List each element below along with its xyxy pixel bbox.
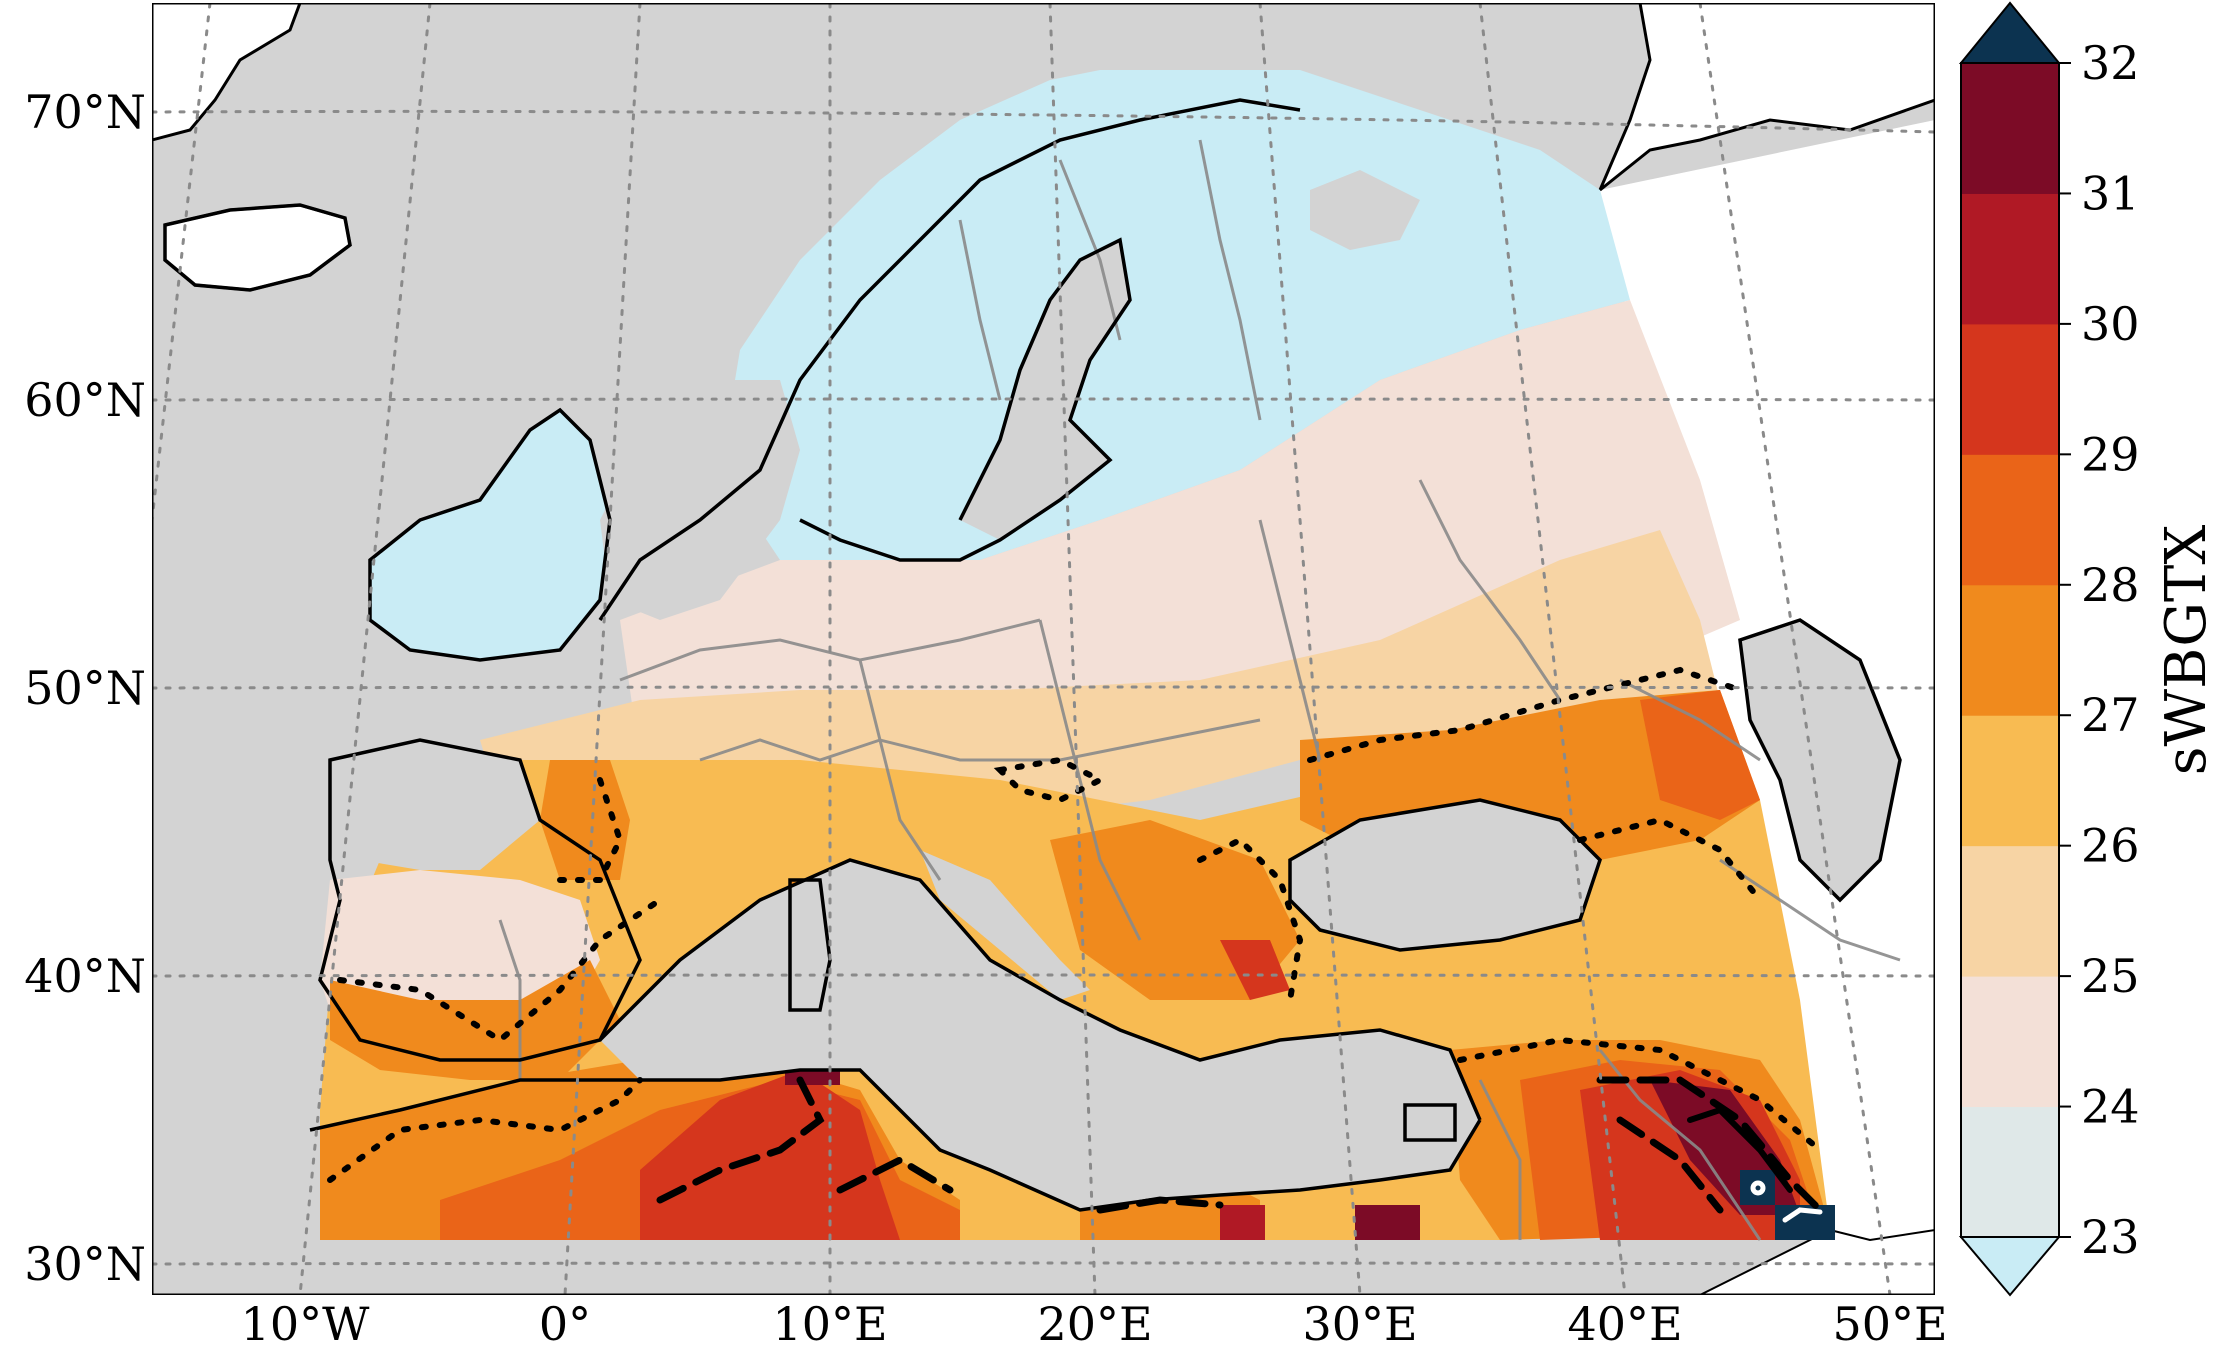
colorbar-label-32: 32 <box>2081 36 2140 90</box>
colorbar-segment-27-28 <box>1961 584 2059 716</box>
adriatic-sea <box>920 850 1090 1000</box>
caspian-sea <box>1740 620 1900 900</box>
greenland-landmass <box>152 3 302 142</box>
colorbar-over-arrow <box>1958 1 2062 64</box>
hotspot-libya-east <box>1220 1205 1265 1240</box>
colorbar-segments <box>1961 63 2059 1238</box>
colorbar-segment-23-24 <box>1961 1106 2059 1238</box>
baltic-sea <box>960 240 1130 540</box>
novaya-zemlya-landmass <box>1598 3 1935 192</box>
colorbar-under-arrow <box>1958 1236 2062 1297</box>
region-27-28-france <box>540 760 630 880</box>
lon-label-50e: 50°E <box>1832 1297 1947 1349</box>
contour-dotted <box>327 666 1823 1183</box>
colorbar-segment-28-29 <box>1961 454 2059 586</box>
colorbar-segment-30-31 <box>1961 193 2059 325</box>
lon-label-10e: 10°E <box>772 1297 887 1349</box>
bay-of-biscay <box>330 740 540 870</box>
colorbar-segment-26-27 <box>1961 715 2059 847</box>
lat-label-50n: 50°N <box>24 661 146 715</box>
colorbar-label-27: 27 <box>2081 688 2140 742</box>
colorbar-segment-24-25 <box>1961 976 2059 1108</box>
lon-label-30e: 30°E <box>1302 1297 1417 1349</box>
lat-label-30n: 30°N <box>24 1237 146 1291</box>
hotspot-egypt <box>1355 1205 1420 1240</box>
atlantic-west-iberia <box>152 860 320 1240</box>
colorbar-label-31: 31 <box>2081 166 2140 220</box>
white-sea <box>1310 170 1420 250</box>
lon-label-0: 0° <box>539 1297 591 1349</box>
mediterranean-sea <box>600 860 1480 1210</box>
hotspot-persian-gulf-1 <box>1740 1170 1775 1205</box>
country-borders <box>498 139 1901 1241</box>
coastlines <box>163 98 1902 1212</box>
lon-label-20e: 20°E <box>1037 1297 1152 1349</box>
contour-solid-white <box>1750 1180 1823 1223</box>
black-sea <box>1290 800 1600 950</box>
colorbar-label-23: 23 <box>2081 1210 2140 1264</box>
colorbar-title: sWBGTX <box>2154 525 2219 776</box>
colorbar-label-30: 30 <box>2081 297 2140 351</box>
lat-label-70n: 70°N <box>24 85 146 139</box>
colorbar-label-29: 29 <box>2081 427 2140 481</box>
colorbar-label-28: 28 <box>2081 558 2140 612</box>
contour-solid <box>1687 1106 1793 1193</box>
colorbar-ticks: 23 24 25 26 27 28 29 30 31 32 <box>2059 36 2140 1264</box>
colorbar: 23 24 25 26 27 28 29 30 31 32 sWBGTX <box>1958 1 2219 1297</box>
map-panel <box>152 3 1935 1295</box>
colorbar-label-26: 26 <box>2081 819 2140 873</box>
colorbar-segment-31-32 <box>1961 63 2059 194</box>
contour-dashed <box>656 1076 1824 1214</box>
region-28-29-caspian <box>1640 690 1760 820</box>
region-cold-british-isles <box>370 410 610 660</box>
longitude-labels: 10°W 0° 10°E 20°E 30°E 40°E 50°E <box>241 1297 1948 1349</box>
region-29-30-balkan-coast <box>1220 940 1290 1000</box>
colorbar-label-25: 25 <box>2081 949 2140 1003</box>
colorbar-label-24: 24 <box>2081 1080 2140 1134</box>
north-sea <box>600 380 800 620</box>
latitude-labels: 70°N 60°N 50°N 40°N 30°N <box>24 85 146 1291</box>
lat-label-40n: 40°N <box>24 949 146 1003</box>
lat-label-60n: 60°N <box>24 373 146 427</box>
colorbar-segment-29-30 <box>1961 323 2059 455</box>
colorbar-frame <box>1960 62 2060 1238</box>
gridlines <box>152 3 1935 1295</box>
lon-label-40e: 40°E <box>1567 1297 1682 1349</box>
colorbar-segment-25-26 <box>1961 845 2059 977</box>
lon-label-10w: 10°W <box>241 1297 371 1349</box>
